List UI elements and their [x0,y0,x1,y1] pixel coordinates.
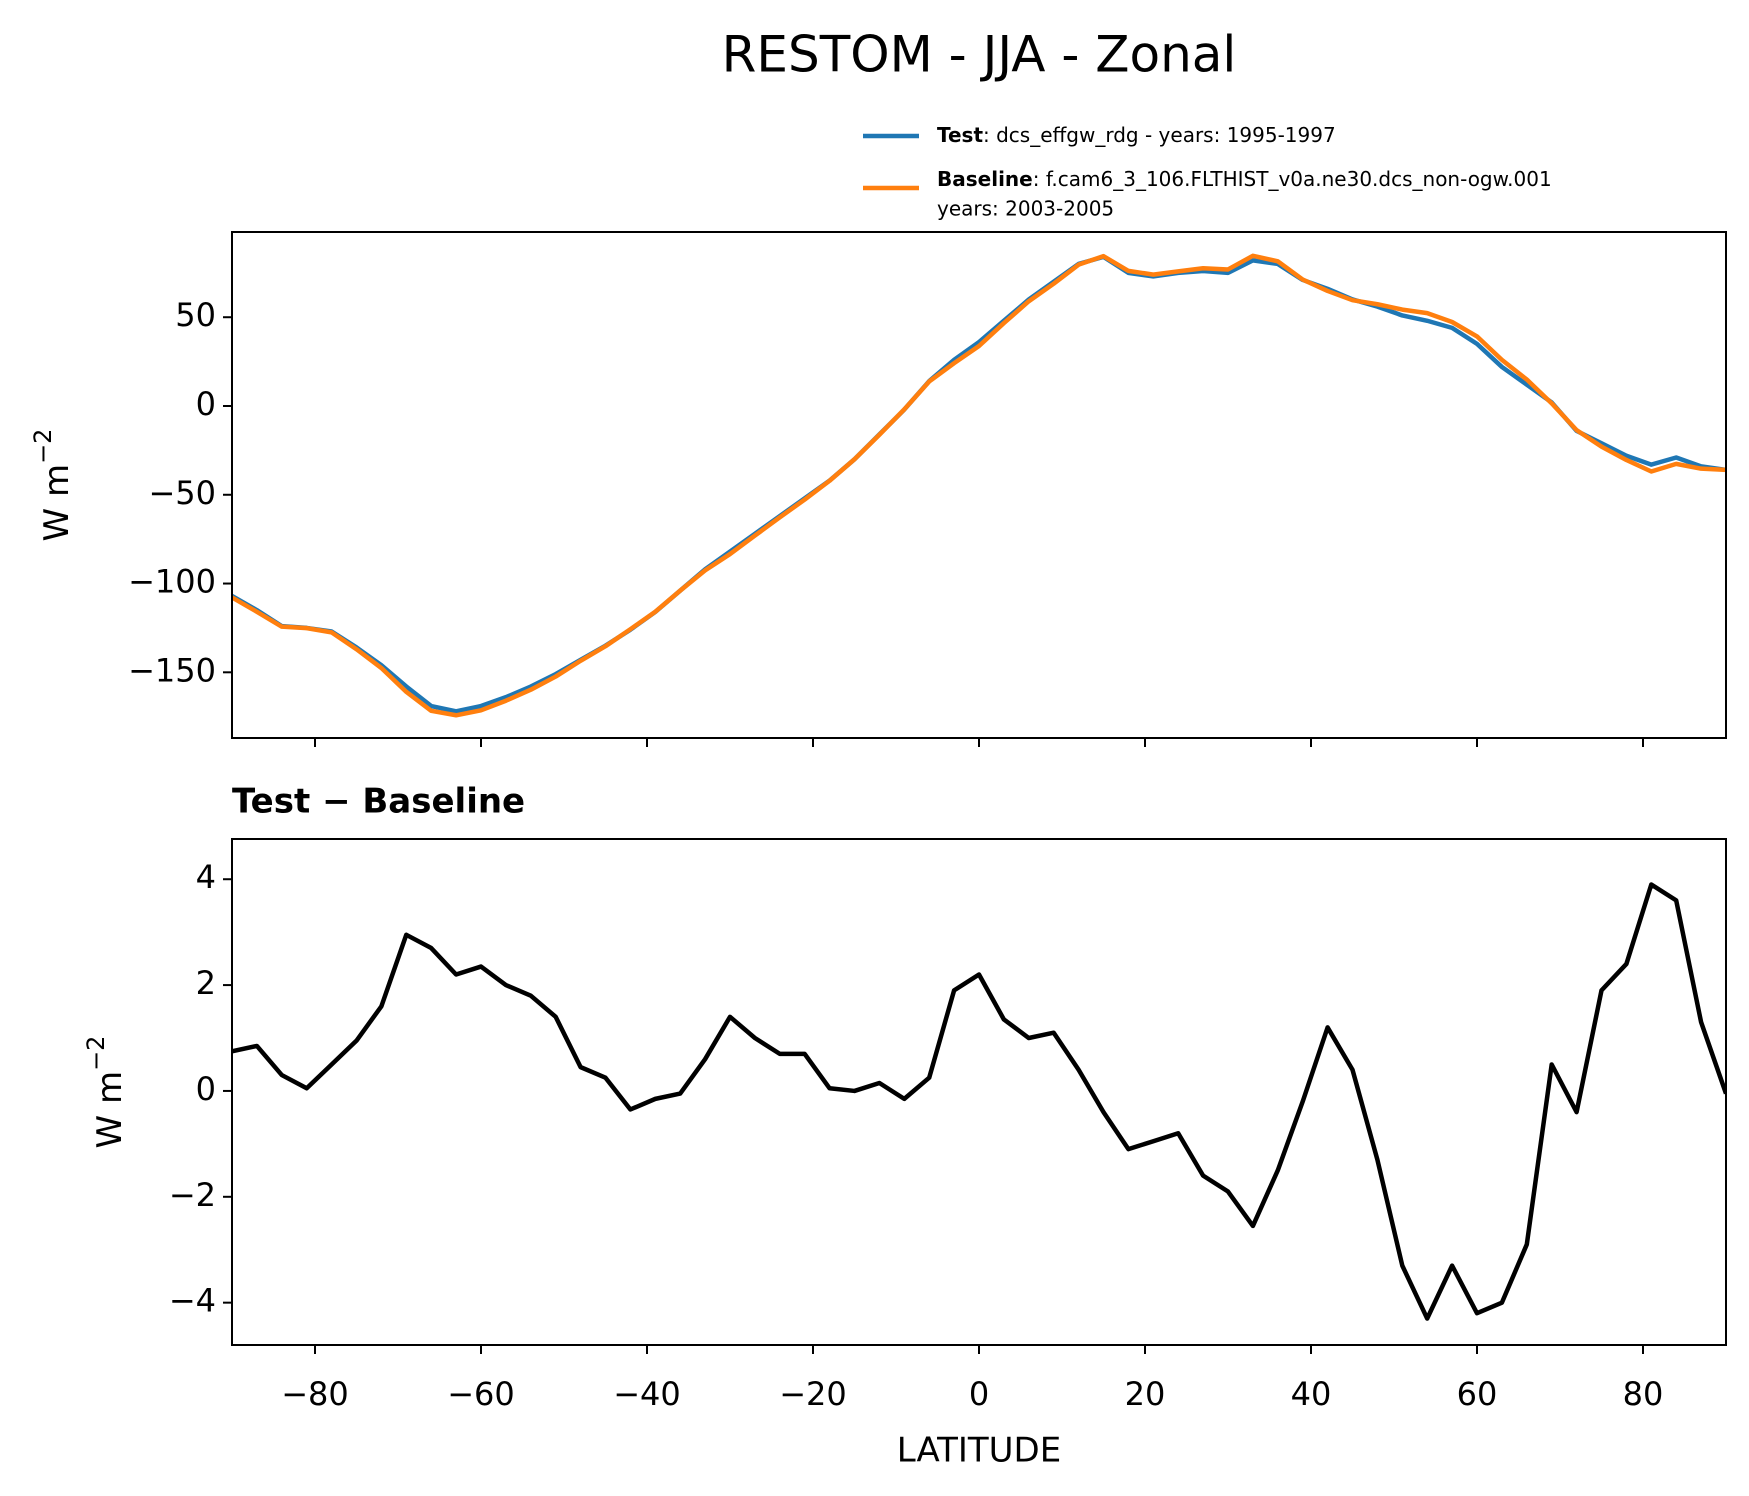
x-tick-label: 0 [969,1375,989,1413]
x-axis-label: LATITUDE [897,1431,1061,1471]
x-tick-label: −40 [613,1375,681,1413]
y-tick-label: 50 [175,296,216,334]
data-line [232,253,1726,718]
data-line [232,254,1726,714]
legend-name: Test [937,123,983,147]
legend-name: Baseline [937,167,1033,191]
y-tick-label: −50 [148,474,216,512]
y-axis-label-exponent: −2 [82,1036,110,1071]
y-axis-label: W m−2 [82,1036,130,1149]
legend-description: years: 2003-2005 [937,197,1114,221]
figure-title: RESTOM - JJA - Zonal [722,26,1237,84]
y-tick-label: 2 [196,964,216,1002]
y-tick-label: −100 [128,563,216,601]
x-tick-label: 60 [1457,1375,1498,1413]
x-tick-label: 40 [1291,1375,1332,1413]
y-axis-label-exponent: −2 [29,429,57,464]
x-tick-label: 80 [1623,1375,1664,1413]
y-tick-label: 4 [196,858,216,896]
x-tick-label: −60 [447,1375,515,1413]
legend-label: Test: dcs_effgw_rdg - years: 1995-1997 [937,123,1336,147]
x-tick-label: −20 [779,1375,847,1413]
x-tick-label: 20 [1125,1375,1166,1413]
y-axis-label: W m−2 [29,429,77,542]
panel-title: Test − Baseline [232,782,525,822]
y-tick-label: −2 [169,1176,216,1214]
y-axis-label-text: W m [90,1071,130,1149]
y-axis-label-text: W m [37,464,77,542]
legend-description: : f.cam6_3_106.FLTHIST_v0a.ne30.dcs_non-… [1033,167,1552,191]
legend-label: Baseline: f.cam6_3_106.FLTHIST_v0a.ne30.… [937,167,1552,191]
data-line [232,882,1726,1321]
legend-description: : dcs_effgw_rdg - years: 1995-1997 [983,123,1336,147]
y-tick-label: −150 [128,651,216,689]
y-tick-label: 0 [196,1070,216,1108]
x-tick-label: −80 [281,1375,349,1413]
y-tick-label: 0 [196,385,216,423]
y-tick-label: −4 [169,1282,216,1320]
